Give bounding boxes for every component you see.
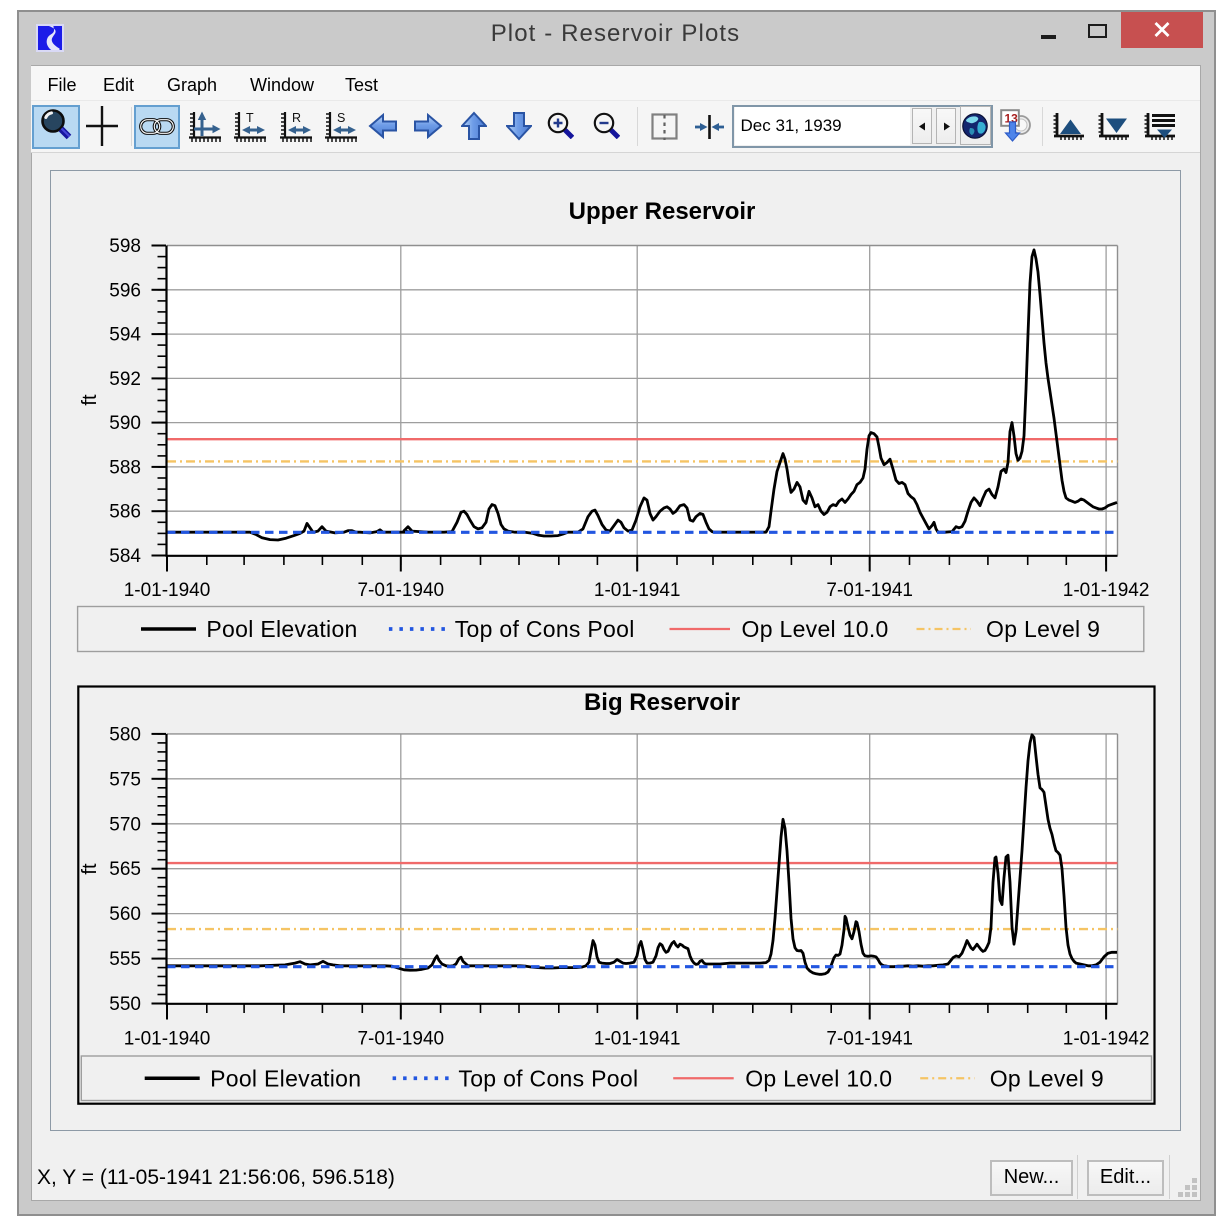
svg-text:590: 590 bbox=[109, 413, 141, 434]
svg-text:1-01-1940: 1-01-1940 bbox=[124, 580, 211, 601]
svg-text:584: 584 bbox=[109, 546, 141, 567]
svg-text:596: 596 bbox=[109, 280, 141, 301]
svg-text:ft: ft bbox=[79, 863, 101, 875]
svg-text:Op Level 10.0: Op Level 10.0 bbox=[745, 1065, 892, 1091]
svg-text:580: 580 bbox=[109, 724, 141, 745]
svg-text:560: 560 bbox=[109, 904, 141, 925]
svg-text:7-01-1940: 7-01-1940 bbox=[357, 1029, 444, 1050]
svg-text:ft: ft bbox=[79, 394, 101, 406]
svg-text:Pool Elevation: Pool Elevation bbox=[210, 1065, 361, 1091]
svg-text:Op Level 9: Op Level 9 bbox=[990, 1065, 1104, 1091]
svg-text:594: 594 bbox=[109, 325, 141, 346]
svg-text:592: 592 bbox=[109, 369, 141, 390]
svg-text:570: 570 bbox=[109, 814, 141, 835]
svg-text:Op Level 9: Op Level 9 bbox=[986, 616, 1100, 642]
svg-text:1-01-1942: 1-01-1942 bbox=[1063, 580, 1150, 601]
svg-text:S: S bbox=[337, 111, 345, 125]
svg-text:565: 565 bbox=[109, 859, 141, 880]
svg-text:1-01-1941: 1-01-1941 bbox=[594, 580, 681, 601]
svg-text:7-01-1940: 7-01-1940 bbox=[357, 580, 444, 601]
svg-text:Op Level 10.0: Op Level 10.0 bbox=[742, 616, 889, 642]
svg-text:Big Reservoir: Big Reservoir bbox=[584, 689, 740, 716]
svg-text:550: 550 bbox=[109, 994, 141, 1015]
svg-text:Upper Reservoir: Upper Reservoir bbox=[569, 198, 756, 225]
svg-text:1-01-1941: 1-01-1941 bbox=[594, 1029, 681, 1050]
svg-text:588: 588 bbox=[109, 457, 141, 478]
svg-text:R: R bbox=[292, 111, 301, 125]
svg-text:586: 586 bbox=[109, 502, 141, 523]
svg-text:598: 598 bbox=[109, 236, 141, 257]
svg-text:Pool Elevation: Pool Elevation bbox=[206, 616, 357, 642]
svg-text:555: 555 bbox=[109, 949, 141, 970]
svg-text:575: 575 bbox=[109, 769, 141, 790]
svg-text:1-01-1940: 1-01-1940 bbox=[124, 1029, 211, 1050]
svg-text:Top of Cons Pool: Top of Cons Pool bbox=[458, 1065, 638, 1091]
svg-text:T: T bbox=[246, 111, 254, 125]
svg-text:Top of Cons Pool: Top of Cons Pool bbox=[455, 616, 635, 642]
svg-text:1-01-1942: 1-01-1942 bbox=[1063, 1029, 1150, 1050]
svg-text:7-01-1941: 7-01-1941 bbox=[826, 1029, 913, 1050]
svg-text:7-01-1941: 7-01-1941 bbox=[826, 580, 913, 601]
